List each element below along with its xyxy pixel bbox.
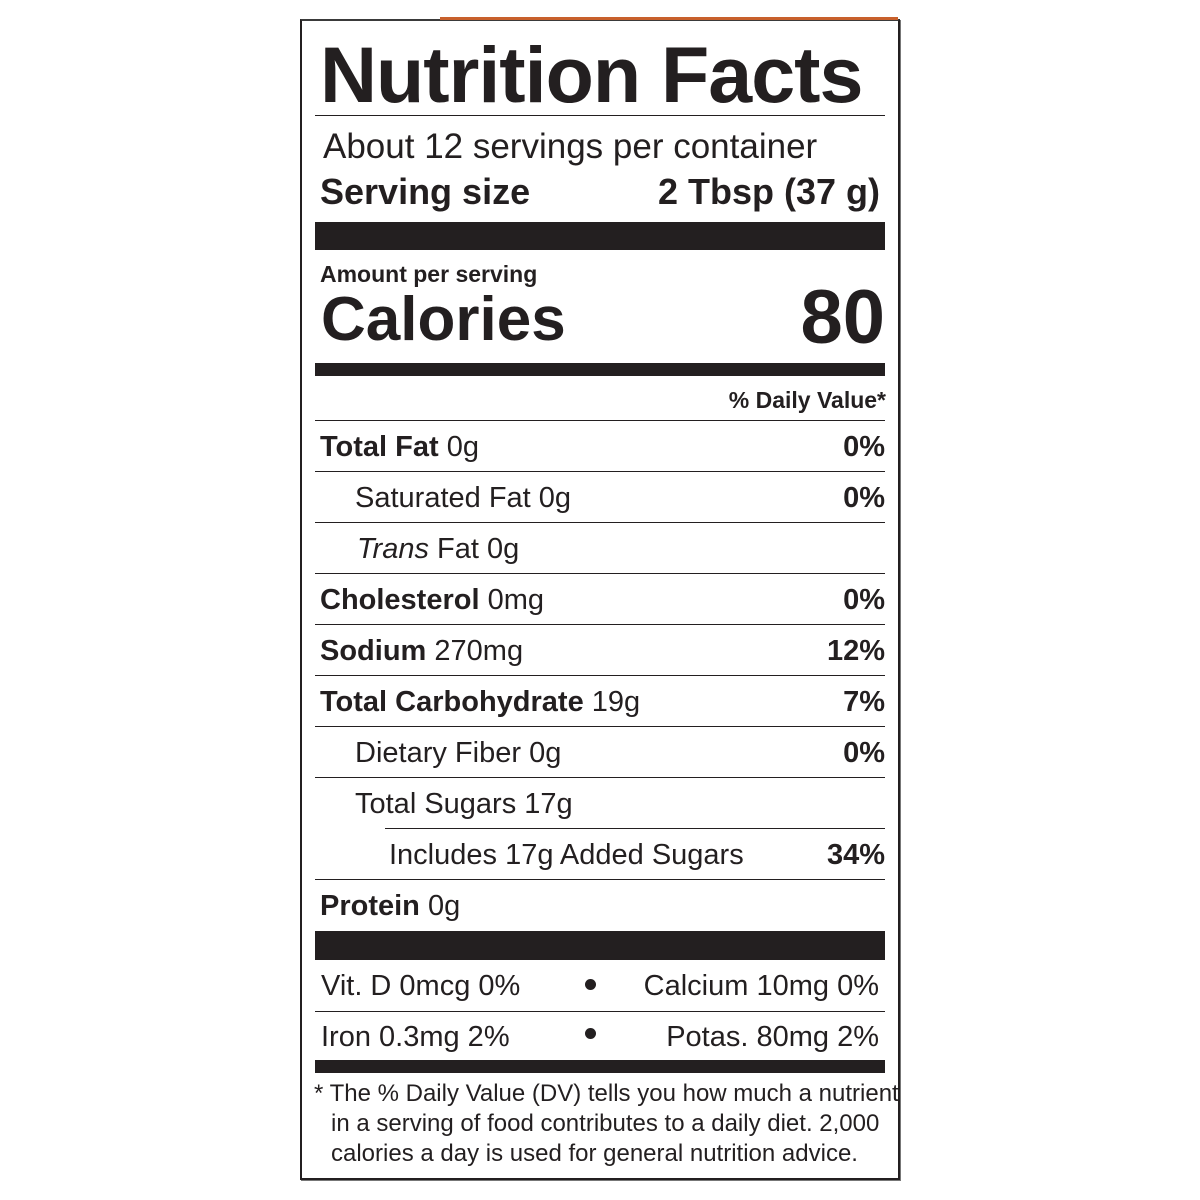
bullet-icon xyxy=(585,1028,596,1039)
serving-size-value: 2 Tbsp (37 g) xyxy=(657,171,880,212)
nutrient-row-dietary-fiber: Dietary Fiber 0g 0% xyxy=(355,737,885,769)
thick-divider xyxy=(315,222,885,250)
footnote-line: in a serving of food contributes to a da… xyxy=(331,1110,880,1137)
medium-divider xyxy=(315,1060,885,1073)
nutrient-row-trans-fat: Trans Fat 0g xyxy=(357,533,520,565)
divider xyxy=(315,471,885,472)
footnote-line: calories a day is used for general nutri… xyxy=(331,1140,858,1167)
divider xyxy=(315,420,885,421)
divider xyxy=(315,879,885,880)
micronutrient-row: Vit. D 0mcg 0% Calcium 10mg 0% xyxy=(321,970,879,1002)
nutrient-row-added-sugars: Includes 17g Added Sugars 34% xyxy=(389,839,885,871)
medium-divider xyxy=(315,363,885,376)
thick-divider xyxy=(315,931,885,960)
calories-value: 80 xyxy=(800,275,885,360)
daily-value-header: % Daily Value* xyxy=(728,387,886,413)
serving-size-label: Serving size xyxy=(320,171,531,212)
label-title: Nutrition Facts xyxy=(320,30,863,119)
divider xyxy=(315,522,885,523)
nutrient-row-total-fat: Total Fat 0g 0% xyxy=(320,431,885,463)
divider xyxy=(315,777,885,778)
bullet-icon xyxy=(585,979,596,990)
servings-per-container: About 12 servings per container xyxy=(323,127,818,166)
nutrient-row-total-sugars: Total Sugars 17g xyxy=(355,788,573,820)
divider xyxy=(315,573,885,574)
divider xyxy=(315,726,885,727)
nutrient-row-cholesterol: Cholesterol 0mg 0% xyxy=(320,584,885,616)
footnote-line: * The % Daily Value (DV) tells you how m… xyxy=(314,1080,899,1107)
nutrient-row-saturated-fat: Saturated Fat 0g 0% xyxy=(355,482,885,514)
divider xyxy=(315,1011,885,1012)
nutrition-label xyxy=(300,19,900,1180)
divider xyxy=(385,828,885,829)
nutrient-row-protein: Protein 0g xyxy=(320,890,461,922)
nutrient-row-sodium: Sodium 270mg 12% xyxy=(320,635,885,667)
calories-label: Calories xyxy=(321,285,566,354)
amount-per-serving: Amount per serving xyxy=(320,261,538,287)
divider xyxy=(315,624,885,625)
divider xyxy=(315,115,885,116)
micronutrient-row: Iron 0.3mg 2% Potas. 80mg 2% xyxy=(321,1021,879,1053)
divider xyxy=(315,675,885,676)
package-edge-accent xyxy=(440,17,898,20)
nutrient-row-total-carbohydrate: Total Carbohydrate 19g 7% xyxy=(320,686,885,718)
